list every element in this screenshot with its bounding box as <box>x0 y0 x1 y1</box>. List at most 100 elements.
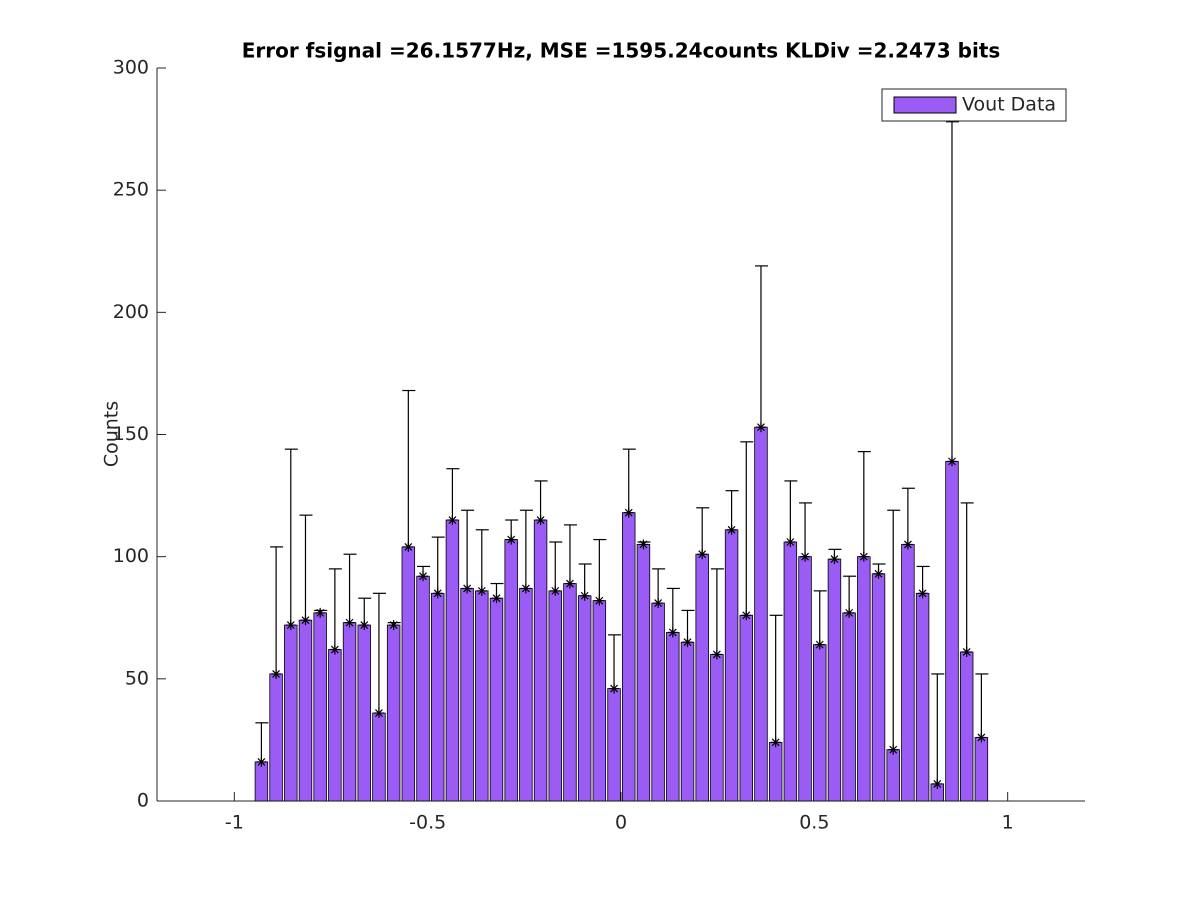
bar <box>519 588 533 802</box>
marker-stroke <box>874 569 883 578</box>
marker-stroke <box>977 733 986 742</box>
bar <box>607 688 621 802</box>
bar <box>871 573 886 802</box>
bar <box>666 632 680 802</box>
bar <box>386 624 401 802</box>
bar <box>901 544 915 802</box>
marker-stroke <box>477 586 486 595</box>
marker-stroke <box>330 645 339 654</box>
marker-stroke <box>815 640 824 649</box>
bar <box>460 588 474 802</box>
error-bar <box>754 265 768 433</box>
bar <box>431 592 445 802</box>
marker-stroke <box>433 589 442 598</box>
error-bar <box>505 519 519 545</box>
marker-stroke <box>566 579 574 588</box>
bar <box>298 619 313 802</box>
bar <box>577 595 592 802</box>
marker-stroke <box>345 618 354 627</box>
bar <box>886 749 900 802</box>
x-tick-label: 0.5 <box>799 812 829 834</box>
error-bar <box>666 587 680 638</box>
marker-stroke <box>830 555 839 564</box>
bar <box>357 624 371 802</box>
error-bar <box>681 609 695 648</box>
error-bar <box>563 524 577 589</box>
marker-stroke <box>272 670 281 678</box>
marker-stroke <box>448 516 457 524</box>
error-bar <box>328 568 342 655</box>
marker-stroke <box>786 538 795 546</box>
error-bar <box>549 541 563 596</box>
bar <box>269 673 283 802</box>
marker-stroke <box>507 535 516 544</box>
bar <box>959 651 974 802</box>
error-bar <box>872 563 886 579</box>
marker-stroke <box>521 584 530 593</box>
bar <box>974 737 989 802</box>
bar <box>548 590 562 802</box>
marker-stroke <box>375 709 383 717</box>
bar <box>651 602 665 802</box>
marker-stroke <box>918 589 927 598</box>
marker-stroke <box>360 621 369 630</box>
bar <box>401 546 416 802</box>
marker-stroke <box>962 648 971 656</box>
marker-stroke <box>419 572 427 581</box>
error-bar <box>387 620 401 631</box>
x-tick-label: 1 <box>1002 812 1014 834</box>
bar <box>768 741 783 802</box>
x-tick-label: -0.5 <box>409 812 446 834</box>
error-bar <box>284 448 298 631</box>
error-bar <box>784 480 798 548</box>
legend-label: Vout Data <box>962 94 1056 116</box>
x-tick-label: -1 <box>225 812 244 834</box>
error-bar <box>446 468 460 526</box>
error-bar <box>916 565 930 599</box>
bar <box>254 761 269 802</box>
bar <box>445 519 460 802</box>
error-bar <box>622 448 636 518</box>
marker-stroke <box>757 423 765 432</box>
error-bar <box>843 575 857 618</box>
marker-stroke <box>933 779 942 788</box>
error-bar <box>255 722 269 767</box>
error-bar <box>578 563 592 601</box>
error-bar <box>417 565 431 582</box>
marker-stroke <box>668 628 677 637</box>
bar <box>754 426 768 802</box>
error-bar <box>828 548 842 565</box>
bar <box>563 583 577 802</box>
bar <box>710 654 724 802</box>
marker-stroke <box>683 638 692 647</box>
error-bar <box>490 582 504 604</box>
marker-stroke <box>389 621 398 630</box>
bar <box>915 592 930 802</box>
error-bar <box>813 590 827 650</box>
error-bar <box>975 673 989 743</box>
y-tick-label: 300 <box>113 57 149 79</box>
marker-stroke <box>580 591 589 600</box>
error-bar <box>901 487 915 550</box>
marker-stroke <box>727 525 736 534</box>
marker-stroke <box>845 608 854 617</box>
marker-stroke <box>610 684 618 693</box>
bar <box>284 624 298 802</box>
error-bar <box>270 546 284 679</box>
error-bar <box>431 536 445 599</box>
marker-stroke <box>463 584 472 593</box>
bar <box>739 614 753 802</box>
error-bar <box>945 121 959 467</box>
error-bar <box>887 509 901 755</box>
chart-title: Error fsignal =26.1577Hz, MSE =1595.24co… <box>242 39 1001 63</box>
bar <box>622 512 636 802</box>
marker-stroke <box>316 608 325 617</box>
y-tick-label: 100 <box>113 545 149 567</box>
error-bar <box>960 502 974 657</box>
bar <box>489 597 504 802</box>
x-tick-label: 0 <box>615 812 627 834</box>
marker-stroke <box>286 621 295 630</box>
marker-stroke <box>639 540 648 549</box>
error-bar <box>652 568 666 609</box>
y-tick-label: 0 <box>137 790 149 812</box>
